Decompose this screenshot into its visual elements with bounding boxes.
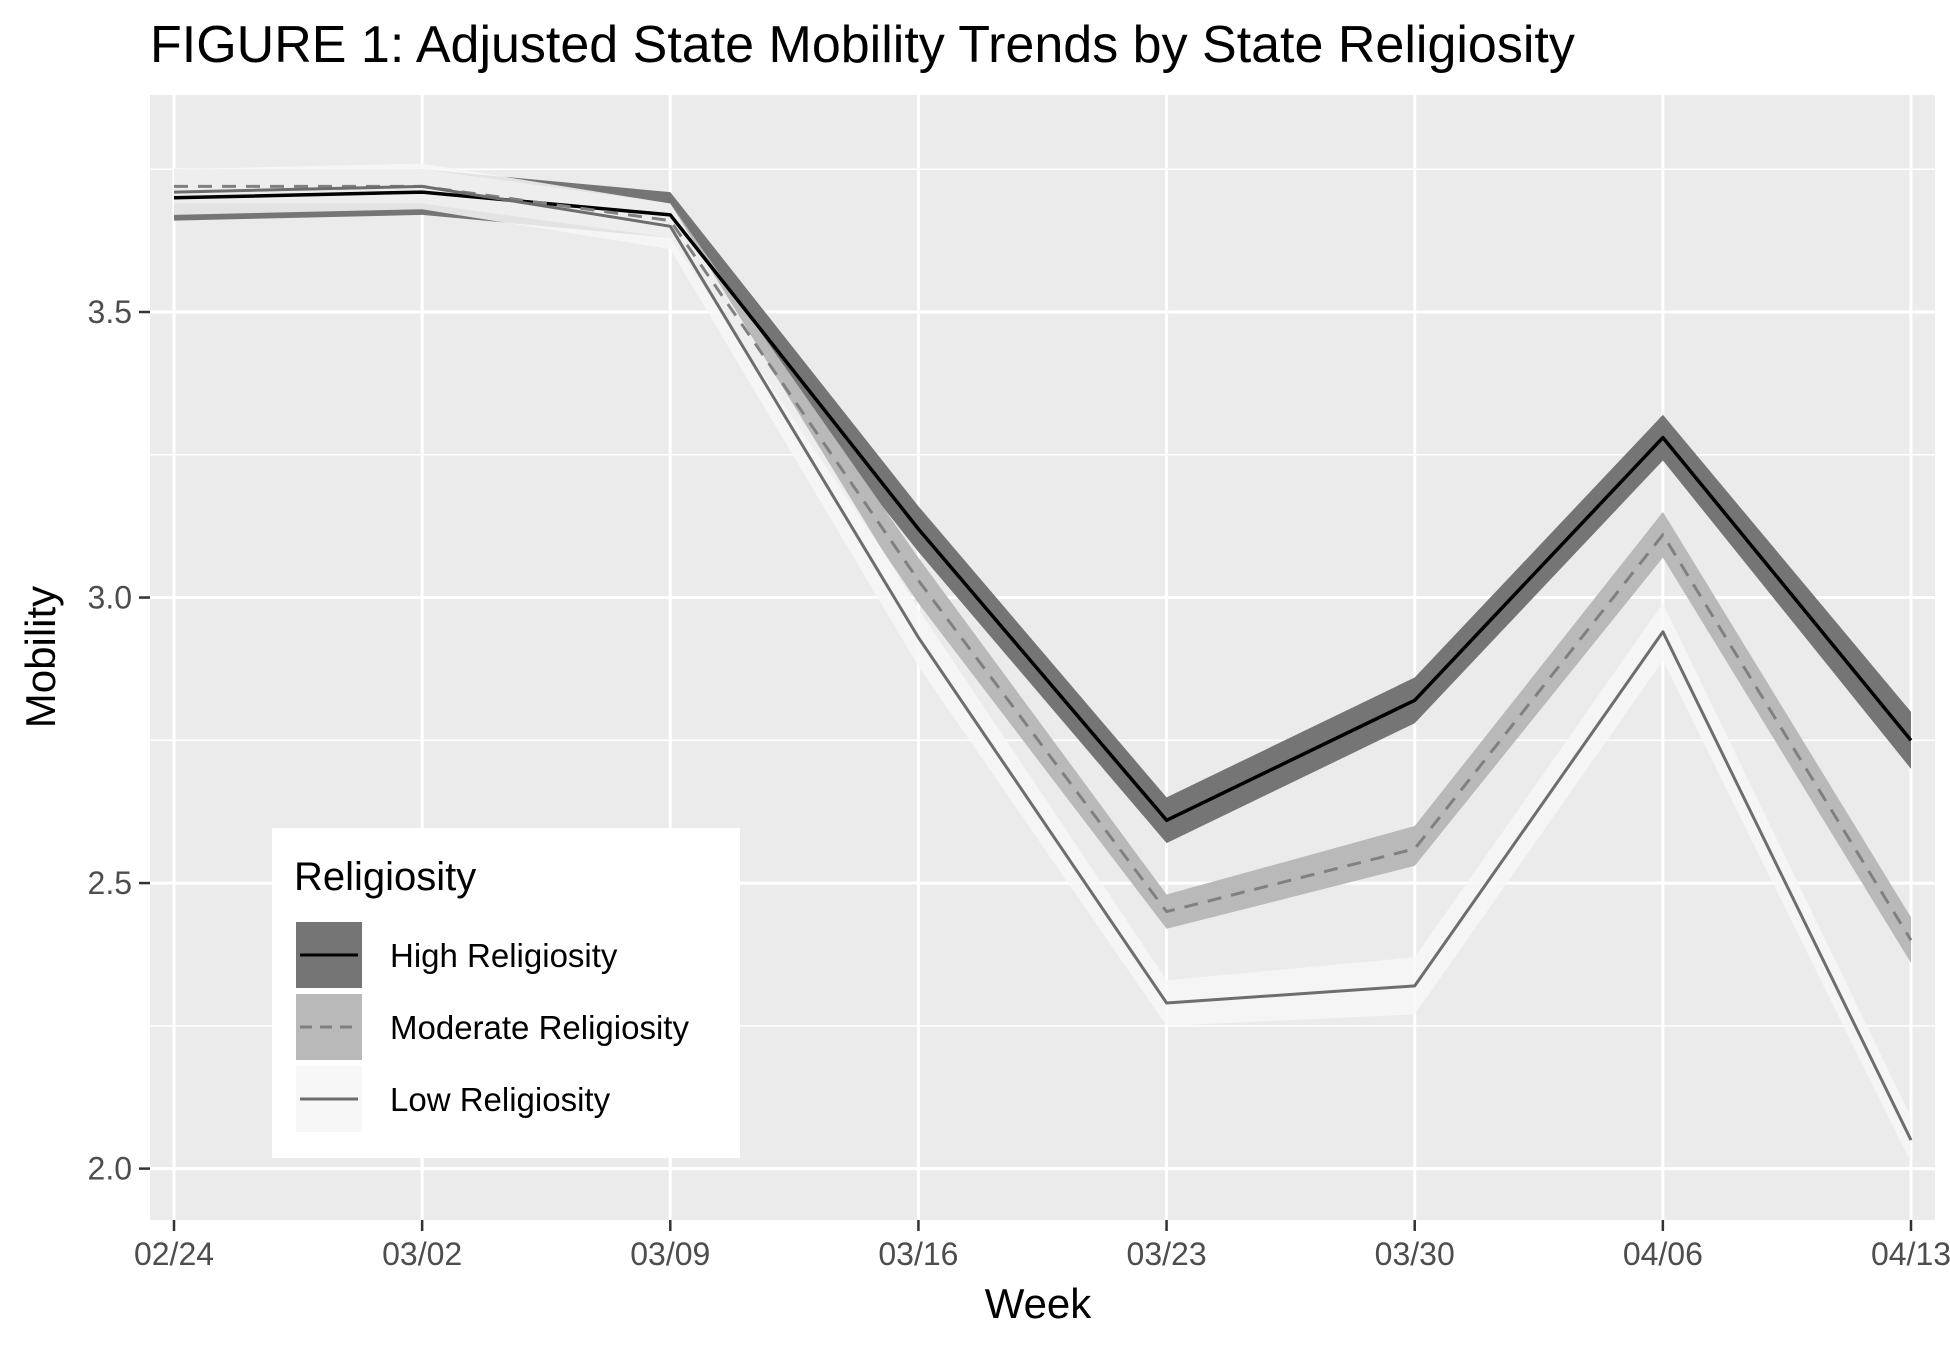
- confidence-band: [174, 169, 1911, 963]
- x-tick-label: 03/16: [878, 1236, 958, 1272]
- y-axis: 2.0 2.5 3.0 3.5: [88, 294, 150, 1187]
- x-tick-label: 04/13: [1871, 1236, 1950, 1272]
- series-line: [173, 190, 1913, 823]
- confidence-bands: [174, 163, 1911, 1163]
- legend-label: Low Religiosity: [390, 1081, 611, 1118]
- y-tick-label: 3.5: [88, 294, 132, 330]
- x-axis: 02/24 03/02 03/09 03/16 03/23 03/30 04/06 04/13: [134, 1220, 1950, 1272]
- legend: Religiosity High Religiosity Moderate Rel…: [272, 828, 740, 1158]
- y-tick-label: 2.5: [88, 865, 132, 901]
- series-lines: [173, 184, 1913, 1141]
- y-tick-label: 3.0: [88, 580, 132, 616]
- x-tick-label: 03/23: [1127, 1236, 1207, 1272]
- x-axis-title: Week: [985, 1280, 1093, 1327]
- y-axis-title: Mobility: [17, 586, 64, 728]
- x-tick-label: 03/02: [382, 1236, 462, 1272]
- legend-label: Moderate Religiosity: [390, 1009, 689, 1046]
- chart-title: FIGURE 1: Adjusted State Mobility Trends…: [150, 16, 1575, 74]
- series-line: [173, 184, 1913, 1141]
- x-tick-label: 03/09: [630, 1236, 710, 1272]
- confidence-band: [174, 163, 1911, 1163]
- x-tick-label: 03/30: [1375, 1236, 1455, 1272]
- legend-title: Religiosity: [294, 855, 476, 899]
- x-tick-label: 02/24: [134, 1236, 214, 1272]
- legend-label: High Religiosity: [390, 937, 618, 974]
- legend-keys: High Religiosity Moderate Religiosity Low …: [294, 920, 689, 1134]
- x-tick-label: 04/06: [1623, 1236, 1703, 1272]
- y-tick-label: 2.0: [88, 1151, 132, 1187]
